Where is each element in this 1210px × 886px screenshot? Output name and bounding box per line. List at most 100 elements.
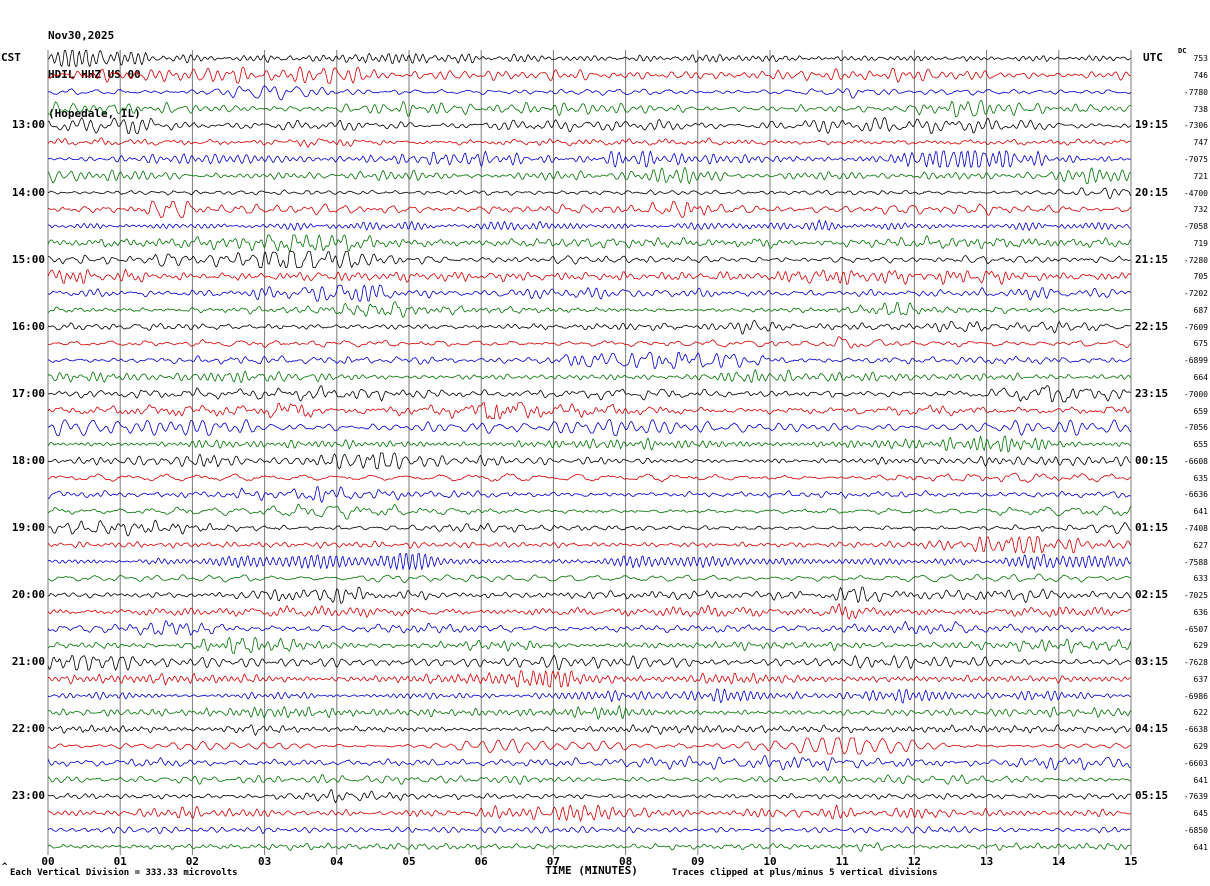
trace-row xyxy=(47,826,1131,834)
left-hour-label: 14:00 xyxy=(11,185,45,199)
right-hour-label: 03:15 xyxy=(1135,655,1169,669)
trace-row xyxy=(47,755,1131,771)
trace-row xyxy=(47,150,1131,168)
left-hour-label: 16:00 xyxy=(11,319,45,333)
minute-tick-label: 03 xyxy=(257,855,272,868)
minute-tick-label: 06 xyxy=(474,855,488,868)
dc-value: 641 xyxy=(1193,775,1208,785)
dc-value: 622 xyxy=(1193,708,1208,718)
minute-tick-label: 07 xyxy=(546,855,561,868)
trace-row xyxy=(47,66,1131,84)
trace-row xyxy=(47,688,1131,704)
trace-row xyxy=(47,50,1131,67)
dc-value: 633 xyxy=(1193,574,1208,584)
minute-tick-label: 12 xyxy=(907,855,922,868)
trace-row xyxy=(47,503,1131,520)
dc-value: -6899 xyxy=(1183,356,1208,366)
left-hour-label: 15:00 xyxy=(11,252,45,266)
dc-value: 721 xyxy=(1193,171,1208,181)
left-hour-label: 17:00 xyxy=(11,386,45,400)
trace-row xyxy=(47,435,1131,453)
dc-value: -7280 xyxy=(1183,255,1208,265)
trace-row xyxy=(47,301,1131,318)
trace-row xyxy=(47,637,1131,654)
trace-row xyxy=(47,842,1131,852)
trace-row xyxy=(47,705,1131,720)
trace-row xyxy=(47,369,1131,383)
minute-tick-label: 15 xyxy=(1124,855,1138,868)
left-hour-label: 22:00 xyxy=(11,722,45,736)
trace-row xyxy=(47,452,1131,470)
dc-value: -7628 xyxy=(1183,658,1208,668)
left-hour-label: 18:00 xyxy=(11,453,45,467)
dc-value: 641 xyxy=(1193,842,1208,852)
dc-value: -7000 xyxy=(1183,389,1208,399)
dc-value: -4700 xyxy=(1183,188,1208,198)
dc-value: 641 xyxy=(1193,507,1208,517)
dc-value: 629 xyxy=(1193,641,1208,651)
left-hour-label: 13:00 xyxy=(11,118,45,132)
dc-value: 635 xyxy=(1193,473,1208,483)
dc-value: -6986 xyxy=(1183,691,1208,701)
dc-value: 627 xyxy=(1193,540,1208,550)
right-hour-label: 04:15 xyxy=(1135,722,1169,736)
left-timezone-label: CST xyxy=(1,51,21,64)
trace-row xyxy=(47,553,1131,570)
right-hour-label: 23:15 xyxy=(1135,386,1169,400)
trace-row xyxy=(47,737,1131,755)
dc-value: -6608 xyxy=(1183,456,1208,466)
dc-value: 655 xyxy=(1193,440,1208,450)
dc-value: -7075 xyxy=(1183,155,1208,164)
minute-tick-label: 00 xyxy=(41,855,55,868)
minute-tick-label: 11 xyxy=(835,855,849,868)
minute-tick-label: 14 xyxy=(1052,855,1066,868)
dc-value: -7780 xyxy=(1183,87,1208,97)
clipping-note: Traces clipped at plus/minus 5 vertical … xyxy=(672,868,938,878)
dc-value: 705 xyxy=(1193,272,1208,282)
right-timezone-label: UTC xyxy=(1143,51,1163,64)
dc-value: 659 xyxy=(1193,406,1208,416)
right-hour-label: 20:15 xyxy=(1135,185,1169,199)
trace-row xyxy=(47,472,1131,483)
trace-row xyxy=(47,402,1131,419)
trace-row xyxy=(47,724,1131,736)
trace-row xyxy=(47,774,1131,785)
minute-tick-label: 05 xyxy=(402,855,416,868)
right-hour-label: 00:15 xyxy=(1135,453,1169,467)
minute-tick-label: 10 xyxy=(763,855,777,868)
trace-row xyxy=(47,654,1131,671)
trace-row xyxy=(47,536,1131,554)
trace-row xyxy=(47,167,1131,185)
dc-value: 746 xyxy=(1193,71,1208,81)
dc-value: 629 xyxy=(1193,741,1208,751)
right-hour-label: 01:15 xyxy=(1135,520,1169,534)
x-axis-title: TIME (MINUTES) xyxy=(545,864,638,877)
dc-value: 732 xyxy=(1193,205,1208,215)
trace-row xyxy=(47,268,1131,285)
trace-row xyxy=(47,351,1131,369)
trace-row xyxy=(47,117,1131,134)
dc-value: -7408 xyxy=(1183,523,1208,533)
trace-row xyxy=(47,187,1131,199)
left-hour-label: 20:00 xyxy=(11,588,45,602)
left-hour-label: 19:00 xyxy=(11,520,45,534)
dc-value: -7639 xyxy=(1183,792,1208,802)
trace-row xyxy=(47,385,1131,403)
minute-tick-label: 08 xyxy=(618,855,633,868)
right-hour-label: 05:15 xyxy=(1135,789,1169,803)
trace-row xyxy=(47,200,1131,218)
header-date: Nov30,2025 xyxy=(48,29,115,42)
dc-value: -7025 xyxy=(1183,591,1208,601)
dc-value: -6638 xyxy=(1183,725,1208,735)
dc-value: 719 xyxy=(1193,238,1208,248)
trace-row xyxy=(47,319,1131,335)
minute-tick-label: 04 xyxy=(330,855,344,868)
dc-value: -7609 xyxy=(1183,322,1208,332)
trace-row xyxy=(47,100,1131,118)
trace-row xyxy=(47,586,1131,604)
dc-value: -6850 xyxy=(1183,825,1208,835)
dc-value: 675 xyxy=(1193,339,1208,349)
dc-value: 738 xyxy=(1193,104,1208,114)
trace-row xyxy=(47,486,1131,503)
